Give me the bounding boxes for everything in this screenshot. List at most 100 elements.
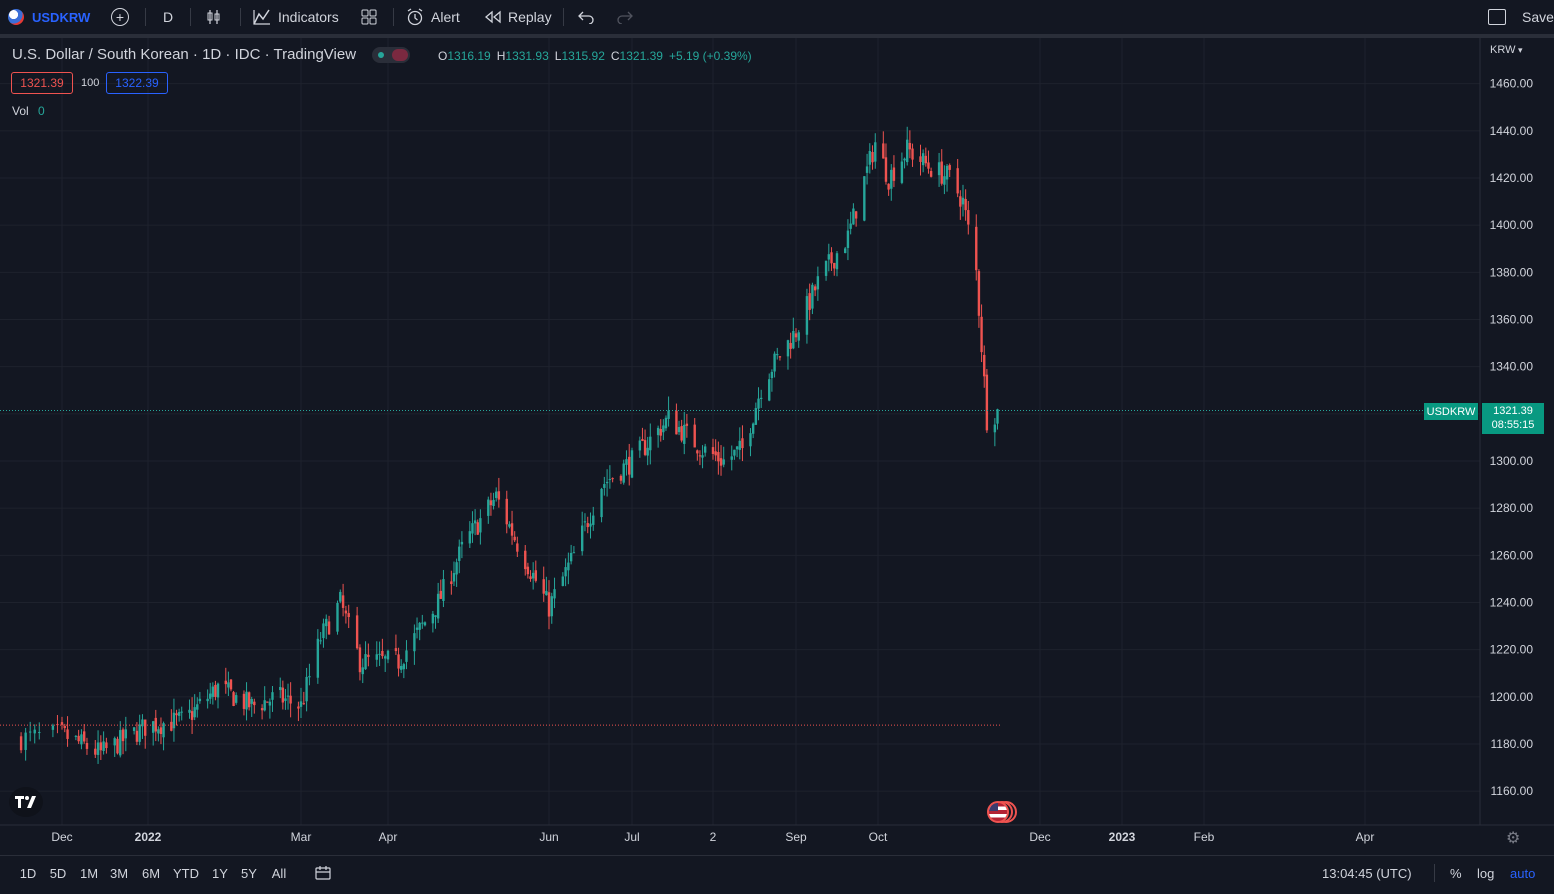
spread-label: 100: [81, 77, 100, 89]
tradingview-logo[interactable]: [9, 787, 43, 817]
interval-button[interactable]: D: [163, 0, 173, 34]
candle-body: [975, 226, 978, 271]
current-price: 1321.39: [1493, 405, 1533, 417]
candle-body: [683, 424, 686, 444]
candle-body: [364, 654, 367, 670]
y-tick-label: 1300.00: [1490, 454, 1534, 468]
buy-button[interactable]: 1322.39: [106, 72, 168, 94]
candle-body: [611, 478, 614, 480]
candle-body: [754, 408, 758, 425]
candle-body: [967, 210, 970, 225]
range-button-1y[interactable]: 1Y: [212, 865, 228, 881]
candle-body: [245, 691, 248, 710]
candle-body: [887, 183, 890, 190]
chart-area[interactable]: 1160.00 1180.00 1200.00 1220.00 1240.00 1260.…: [0, 38, 1554, 854]
clock-time[interactable]: 13:04:45 (UTC): [1322, 856, 1412, 890]
sell-button[interactable]: 1321.39: [11, 72, 73, 94]
candle-body: [157, 729, 160, 734]
candle-body: [906, 139, 909, 163]
candle-body: [945, 165, 949, 180]
candle-body: [341, 595, 345, 608]
candle-body: [316, 638, 320, 678]
candle-body: [508, 524, 511, 527]
y-tick-label: 1160.00: [1491, 784, 1534, 798]
range-button-ytd[interactable]: YTD: [173, 865, 199, 881]
candle-body: [402, 664, 406, 670]
compare-symbol-button[interactable]: +: [111, 0, 129, 34]
candle-body: [455, 562, 458, 575]
candle-body: [656, 427, 660, 436]
candle-body: [418, 622, 421, 630]
chart-canvas[interactable]: 1160.00 1180.00 1200.00 1220.00 1240.00 1260.…: [0, 38, 1554, 854]
candle-body: [630, 450, 634, 478]
market-status-icon: [372, 46, 411, 63]
settings-gear-icon[interactable]: ⚙: [1506, 830, 1521, 847]
candle-body: [714, 451, 717, 456]
candle-body: [865, 166, 869, 173]
plus-circle-icon: +: [111, 8, 129, 26]
candle-body: [884, 157, 888, 182]
open-key: O: [438, 49, 448, 63]
candle-body: [921, 153, 925, 166]
redo-button[interactable]: [617, 0, 633, 34]
divider: [190, 8, 191, 26]
candle-body: [375, 654, 378, 660]
candle-body: [479, 518, 482, 533]
currency-selector[interactable]: KRW ▾: [1490, 44, 1523, 56]
percent-scale-button[interactable]: %: [1450, 856, 1462, 890]
log-scale-button[interactable]: log: [1477, 856, 1494, 890]
high-key: H: [496, 49, 506, 63]
percent-label: %: [1450, 865, 1462, 881]
range-button-3m[interactable]: 3M: [109, 865, 129, 881]
candle-body: [253, 701, 256, 706]
indicators-button[interactable]: Indicators: [252, 0, 339, 34]
sell-price: 1321.39: [20, 76, 64, 90]
candle-body: [664, 417, 668, 429]
candle-body: [77, 735, 80, 742]
candle-body: [547, 592, 551, 617]
x-tick-label: Jul: [624, 830, 639, 844]
candle-body: [322, 623, 325, 639]
candle-body: [628, 456, 631, 475]
candle-body: [227, 682, 230, 688]
range-button-1d[interactable]: 1D: [19, 865, 37, 881]
economic-event-marker[interactable]: [987, 800, 1017, 823]
x-tick-label: Apr: [1356, 830, 1375, 844]
candle-body: [768, 379, 771, 401]
candle-body: [882, 143, 885, 159]
candle-body: [550, 596, 553, 617]
range-button-1m[interactable]: 1M: [79, 865, 99, 881]
candle-body: [638, 440, 642, 451]
divider: [240, 8, 241, 26]
alert-button[interactable]: Alert: [405, 0, 460, 34]
chart-type-button[interactable]: [205, 0, 223, 34]
candle-body: [529, 576, 532, 579]
candle-body: [929, 171, 933, 177]
candle-body: [170, 721, 173, 731]
auto-scale-button[interactable]: auto: [1510, 856, 1535, 890]
templates-button[interactable]: [360, 0, 378, 34]
range-button-5d[interactable]: 5D: [49, 865, 67, 881]
symbol-search-button[interactable]: USDKRW: [8, 0, 90, 34]
candle-body: [646, 447, 649, 456]
candle-body: [956, 168, 959, 194]
candle-body: [980, 316, 983, 353]
candle-body: [383, 656, 387, 659]
x-tick-label: 2023: [1109, 830, 1136, 844]
save-label: Save: [1522, 9, 1554, 25]
range-button-5y[interactable]: 5Y: [241, 865, 257, 881]
undo-button[interactable]: [578, 0, 594, 34]
candle-body: [600, 488, 603, 518]
candle-body: [833, 262, 836, 269]
range-button-6m[interactable]: 6M: [141, 865, 161, 881]
candle-body: [211, 686, 215, 697]
candle-body: [405, 650, 408, 662]
save-button[interactable]: Save: [1488, 0, 1554, 34]
indicators-label: Indicators: [278, 9, 339, 25]
candle-body: [284, 698, 287, 701]
candle-body: [911, 148, 914, 160]
date-range-button[interactable]: [314, 856, 332, 890]
candle-body: [680, 426, 683, 441]
range-button-all[interactable]: All: [271, 865, 287, 881]
replay-button[interactable]: Replay: [484, 0, 552, 34]
